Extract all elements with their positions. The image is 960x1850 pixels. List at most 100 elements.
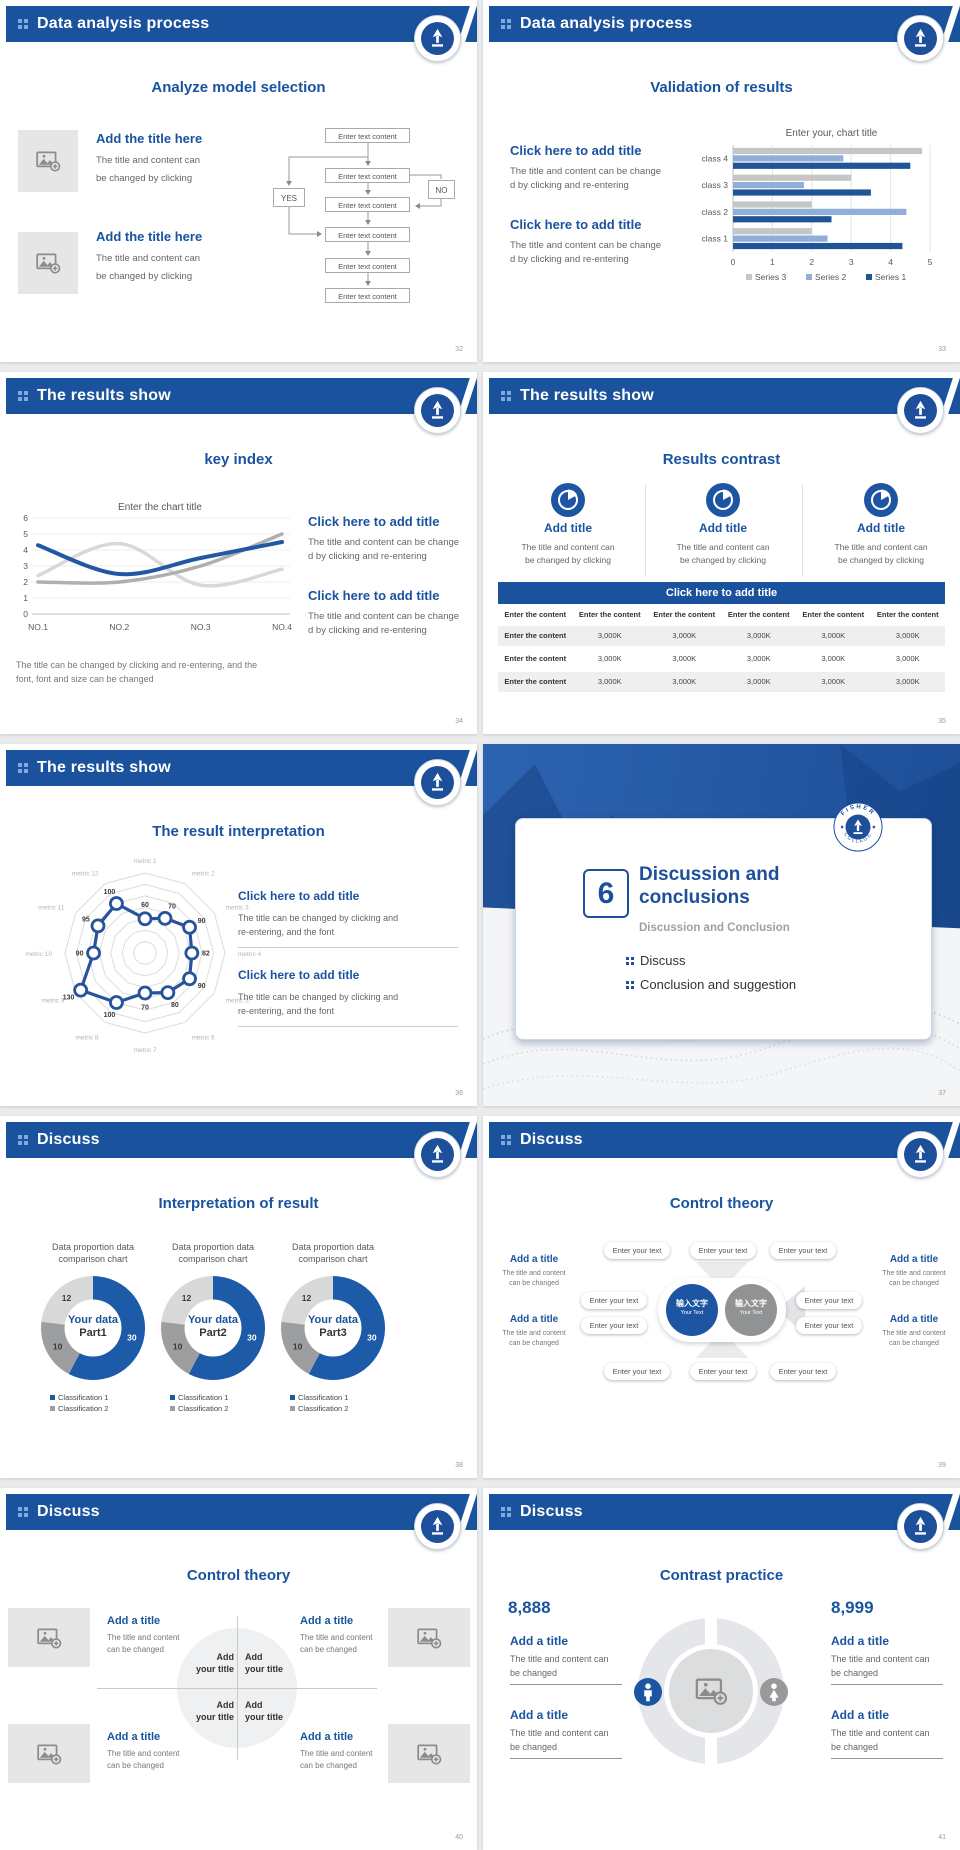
slide-38[interactable]: Discuss Interpretation of result Data pr… [0,1116,477,1478]
slide-35[interactable]: The results show Results contrast Add ti… [483,372,960,734]
flow-box[interactable]: Enter text content [325,128,410,143]
svg-text:metric 3: metric 3 [226,905,250,912]
side-block: Add a title The title and content can be… [875,1254,953,1288]
slide-36[interactable]: The results show The result interpretati… [0,744,477,1106]
flow-yes-box[interactable]: YES [273,188,305,207]
flow-box[interactable]: Enter text content [325,168,410,183]
svg-text:NO.2: NO.2 [109,622,129,632]
svg-text:95: 95 [82,916,90,923]
slide-header-bar: The results show [6,750,477,786]
smartart-pill[interactable]: Enter your text [770,1363,836,1380]
bullet-item: Discuss [626,953,686,968]
quadrant-label[interactable]: Add your title [195,1652,234,1674]
svg-text:130: 130 [63,995,75,1002]
svg-text:metric 6: metric 6 [192,1035,216,1042]
quadrant-label[interactable]: Add your title [245,1652,284,1674]
center-text-en: Your Text [739,1310,763,1316]
divider [645,484,646,577]
section-title: Control theory [186,1567,291,1584]
image-placeholder[interactable] [18,232,78,294]
slide-header-bar: The results show [489,378,960,414]
image-placeholder[interactable] [8,1608,90,1667]
flow-box[interactable]: Enter text content [325,288,410,303]
image-placeholder[interactable] [388,1608,470,1667]
slide-header-bar: The results show [6,378,477,414]
svg-text:4: 4 [23,545,28,555]
footer-line: The title can be changed by clicking and… [16,660,258,670]
slide-header-title: The results show [37,387,171,404]
table-row[interactable]: Enter the content 3,000K 3,000K 3,000K 3,000… [498,626,945,646]
svg-text:class 2: class 2 [702,207,729,217]
svg-text:metric 9: metric 9 [41,998,65,1005]
flow-box[interactable]: Enter text content [325,197,410,212]
side-block: Add a title The title and content can be… [875,1314,953,1348]
college-logo-icon [897,1503,944,1550]
image-placeholder[interactable] [388,1724,470,1783]
table-header-cell: Enter the content [802,610,865,619]
slide-40[interactable]: Discuss Control theory Add your title Add… [0,1488,477,1850]
svg-text:Enter your, chart title: Enter your, chart title [786,128,878,139]
slide-37[interactable]: 6 Discussion and conclusions Discussion … [483,744,960,1106]
bar-chart: Enter your, chart title 0 1 2 3 4 5 class 4 clas… [702,128,933,282]
block-line: d by clicking and re-entering [308,625,427,636]
flow-box[interactable]: Enter text content [325,258,410,273]
text-block: Add a title The title and content can be… [510,1708,622,1754]
svg-text:metric 8: metric 8 [75,1035,99,1042]
quadrant-label[interactable]: Add your title [245,1700,284,1722]
smartart-pill[interactable]: Enter your text [770,1242,836,1259]
smartart-pill[interactable]: Enter your text [690,1363,756,1380]
center-text-circle[interactable]: 输入文字 Your Text [725,1284,777,1336]
feature-line: The title and content can [676,542,770,552]
side-block: Add a title The title and content can be… [495,1314,573,1348]
smartart-pill[interactable]: Enter your text [604,1363,670,1380]
text-block: Add a title The title and content can be… [107,1615,237,1656]
block-line: be changed [510,1741,558,1752]
slide-footer-text: The title can be changed by clicking and… [16,658,257,686]
header-dots-icon [501,1135,511,1145]
image-placeholder[interactable] [694,1674,728,1708]
side-line: The title and content [882,1330,946,1337]
donut-title: Data proportion data comparison chart [51,1242,135,1264]
smartart-pill[interactable]: Enter your text [796,1292,862,1309]
list-item: Add the title here The title and content… [96,229,202,284]
header-dots-icon [18,1135,28,1145]
header-dots-icon [501,19,511,29]
slide-header-bar: Discuss [6,1494,477,1530]
donut-title: Data proportion data comparison chart [291,1242,375,1264]
slide-33[interactable]: Data analysis process Validation of resu… [483,0,960,362]
block-line: The title can be changed by clicking and [238,913,399,923]
smartart-pill[interactable]: Enter your text [690,1242,756,1259]
slide-34[interactable]: The results show key index Enter the cha… [0,372,477,734]
smartart-pill[interactable]: Enter your text [604,1242,670,1259]
bullet-item: Conclusion and suggestion [626,977,796,992]
item-line: The title and content can [96,155,201,166]
center-text-circle[interactable]: 输入文字 Your Text [666,1284,718,1336]
donut-chart: 30 10 12 [41,1276,146,1380]
flow-no-box[interactable]: NO [428,180,455,199]
table-row[interactable]: Enter the content 3,000K 3,000K 3,000K 3,000… [498,649,945,669]
female-icon [760,1678,788,1706]
table-row[interactable]: Enter the content 3,000K 3,000K 3,000K 3,000… [498,672,945,692]
image-placeholder[interactable] [18,130,78,192]
smartart-pill[interactable]: Enter your text [581,1292,647,1309]
slide-41[interactable]: Discuss Contrast practice 8,888 8,999 Ad… [483,1488,960,1850]
quadrant-label[interactable]: Add your title [195,1700,234,1722]
svg-text:4: 4 [888,257,893,267]
svg-text:12: 12 [182,1293,192,1303]
smartart-pill[interactable]: Enter your text [796,1317,862,1334]
text-block: Add a title The title and content can be… [831,1634,943,1680]
slide-header-title: Data analysis process [37,15,210,32]
table-cell: 3,000K [821,677,846,686]
chapter-title: Discussion and conclusions [639,863,779,909]
block-title: Click here to add title [308,514,440,529]
svg-text:3: 3 [849,257,854,267]
flow-box[interactable]: Enter text content [325,227,410,242]
divider [97,1688,377,1689]
side-line: can be changed [889,1339,939,1347]
slide-39[interactable]: Discuss Control theory Enter your text En… [483,1116,960,1478]
slide-32[interactable]: Data analysis process Analyze model sele… [0,0,477,362]
page-number: 33 [938,346,946,353]
smartart-pill[interactable]: Enter your text [581,1317,647,1334]
image-placeholder[interactable] [8,1724,90,1783]
college-logo-icon [414,1131,461,1178]
